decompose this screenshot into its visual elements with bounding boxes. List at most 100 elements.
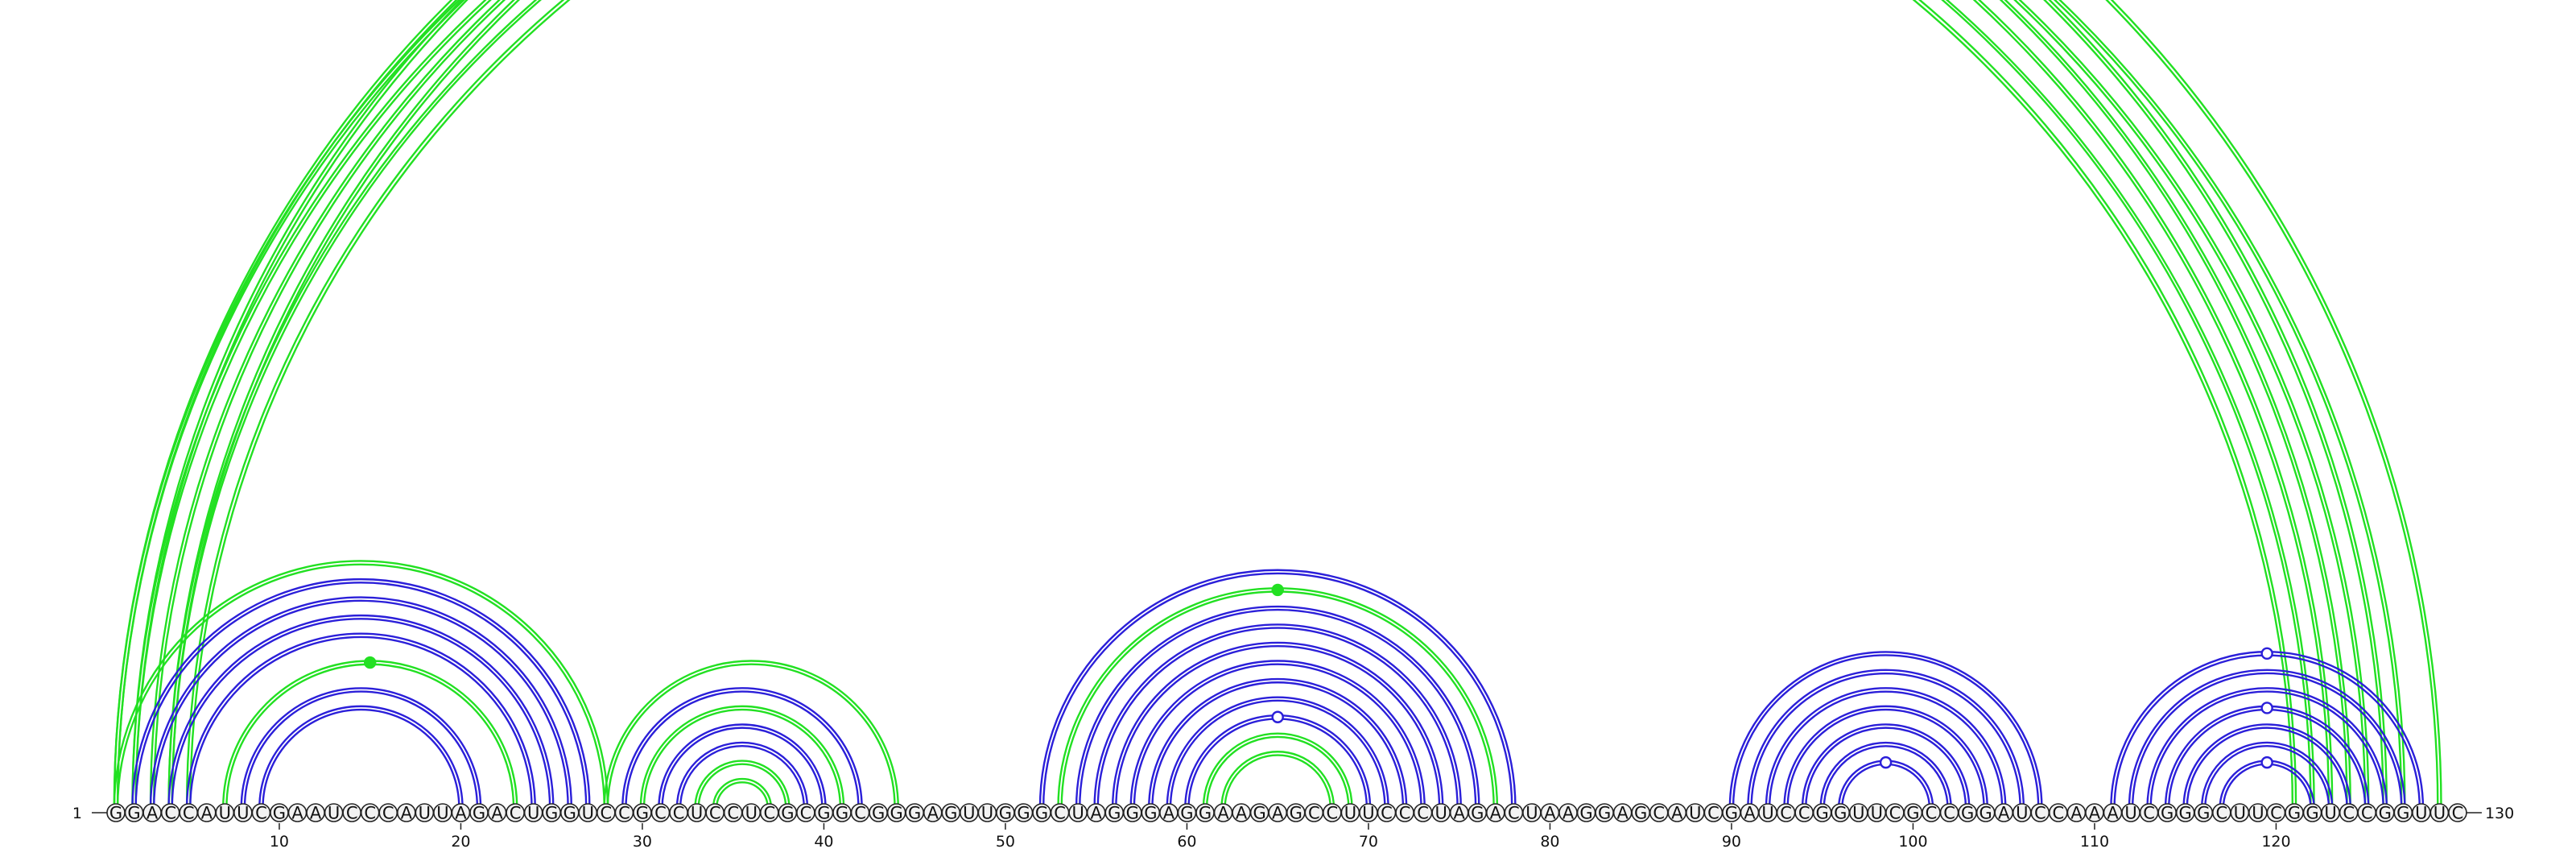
nucleotide: G bbox=[1141, 803, 1161, 823]
svg-text:G: G bbox=[1725, 804, 1738, 823]
svg-text:A: A bbox=[1236, 804, 1248, 823]
arc-116-123 bbox=[2204, 744, 2330, 809]
nucleotide: U bbox=[433, 803, 452, 823]
nucleotide: C bbox=[1885, 803, 1905, 823]
svg-text:G: G bbox=[836, 804, 848, 823]
axis-tick-label: 100 bbox=[1898, 833, 1927, 851]
svg-text:A: A bbox=[1490, 804, 1502, 823]
nucleotide: C bbox=[2448, 803, 2467, 823]
svg-text:A: A bbox=[1744, 804, 1756, 823]
svg-text:C: C bbox=[727, 804, 739, 823]
svg-text:C: C bbox=[1707, 804, 1719, 823]
svg-text:C: C bbox=[2361, 804, 2373, 823]
nucleotide: C bbox=[160, 803, 180, 823]
arc-1-124 bbox=[116, 0, 2348, 809]
nucleotide: C bbox=[2030, 803, 2050, 823]
arc-90-107 bbox=[1728, 651, 2043, 809]
svg-text:G: G bbox=[1035, 804, 1048, 823]
nucleotide: C bbox=[360, 803, 380, 823]
nucleotide: U bbox=[1522, 803, 1542, 823]
svg-text:A: A bbox=[455, 804, 467, 823]
nucleotide: A bbox=[1232, 803, 1251, 823]
nucleotide: U bbox=[1340, 803, 1360, 823]
nucleotide: G bbox=[1013, 803, 1034, 823]
nucleotide: U bbox=[215, 803, 235, 823]
arc-111-128 bbox=[2113, 654, 2421, 809]
nucleotide: G bbox=[1595, 803, 1614, 823]
svg-text:U: U bbox=[1344, 804, 1356, 823]
svg-text:G: G bbox=[1253, 804, 1266, 823]
nucleotide: G bbox=[1631, 803, 1650, 823]
arc-116-123 bbox=[2200, 741, 2334, 809]
arc-91-106 bbox=[1750, 672, 2021, 809]
arc-3-26 bbox=[153, 599, 569, 809]
arc-33-38 bbox=[697, 763, 787, 809]
svg-text:G: G bbox=[1961, 804, 1974, 823]
nucleotide: G bbox=[2302, 803, 2322, 823]
svg-text:C: C bbox=[1653, 804, 1665, 823]
arc-60-70 bbox=[1184, 714, 1372, 809]
arc-92-105 bbox=[1768, 690, 2004, 809]
svg-text:A: A bbox=[401, 804, 413, 823]
nucleotide: C bbox=[850, 803, 870, 823]
axis-tick-label: 60 bbox=[1177, 833, 1196, 851]
svg-text:U: U bbox=[1689, 804, 1701, 823]
sequence-start-label: 1 bbox=[72, 805, 82, 822]
arc-29-42 bbox=[625, 690, 860, 809]
nucleotide: U bbox=[523, 803, 543, 823]
nucleotide: G bbox=[1975, 803, 1996, 823]
svg-text:C: C bbox=[654, 804, 667, 823]
nucleotide: A bbox=[451, 803, 471, 823]
nucleotide: G bbox=[2194, 803, 2214, 823]
svg-text:G: G bbox=[872, 804, 885, 823]
arc-94-103 bbox=[1801, 723, 1971, 809]
svg-text:C: C bbox=[382, 804, 394, 823]
arc-112-127 bbox=[2131, 672, 2403, 809]
nucleotide: G bbox=[1468, 803, 1488, 823]
arc-5-24 bbox=[189, 636, 533, 809]
arc-52-78 bbox=[1038, 569, 1517, 809]
axis-tick-label: 120 bbox=[2261, 833, 2290, 851]
svg-text:U: U bbox=[1852, 804, 1864, 823]
svg-text:G: G bbox=[1471, 804, 1484, 823]
arc-94-103 bbox=[1805, 727, 1967, 809]
nucleotide: A bbox=[1159, 803, 1179, 823]
arc-58-72 bbox=[1151, 681, 1405, 809]
nucleotide: U bbox=[2121, 803, 2140, 823]
nucleotide: G bbox=[2393, 803, 2413, 823]
nucleotide: G bbox=[124, 803, 144, 823]
nucleotide: C bbox=[1649, 803, 1669, 823]
arc-4-127 bbox=[169, 0, 2405, 808]
svg-text:U: U bbox=[419, 804, 431, 823]
arc-1-126 bbox=[113, 0, 2388, 809]
arc-5-24 bbox=[185, 632, 536, 809]
nucleotide: C bbox=[2212, 803, 2231, 823]
svg-text:G: G bbox=[1906, 804, 1919, 823]
svg-text:G: G bbox=[2396, 804, 2409, 823]
arc-54-76 bbox=[1079, 608, 1477, 809]
nucleotide: G bbox=[2175, 803, 2195, 823]
svg-text:C: C bbox=[510, 804, 522, 823]
nucleotide: C bbox=[1504, 803, 1524, 823]
svg-text:G: G bbox=[1108, 804, 1121, 823]
svg-text:C: C bbox=[183, 804, 195, 823]
svg-text:C: C bbox=[673, 804, 685, 823]
nucleotide: G bbox=[1286, 803, 1306, 823]
arc-59-71 bbox=[1169, 699, 1386, 809]
nucleotide: A bbox=[1268, 803, 1287, 823]
nucleotide: U bbox=[2321, 803, 2340, 823]
svg-text:U: U bbox=[1362, 804, 1374, 823]
svg-text:A: A bbox=[491, 804, 503, 823]
nucleotide: U bbox=[324, 803, 344, 823]
nucleotide: U bbox=[1867, 803, 1887, 823]
arc-4-127 bbox=[171, 0, 2403, 809]
nucleotide: G bbox=[1032, 803, 1051, 823]
svg-text:A: A bbox=[201, 804, 213, 823]
arc-1-28 bbox=[113, 560, 609, 809]
svg-text:U: U bbox=[2234, 804, 2246, 823]
arc-33-38 bbox=[694, 760, 791, 809]
nucleotide: A bbox=[2066, 803, 2087, 823]
nucleotide: G bbox=[905, 803, 924, 823]
svg-text:G: G bbox=[944, 804, 957, 823]
svg-text:A: A bbox=[291, 804, 303, 823]
